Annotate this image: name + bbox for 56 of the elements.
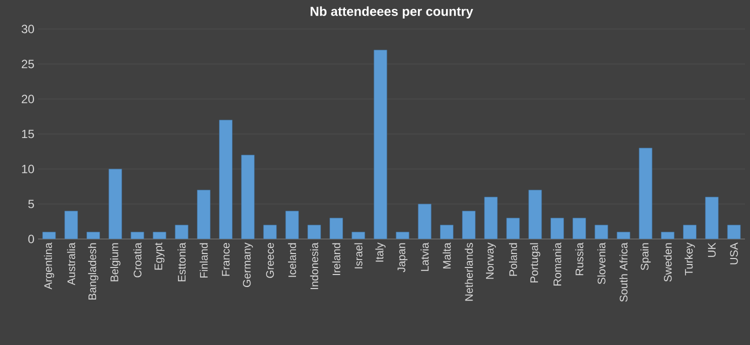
- bar: [285, 210, 299, 239]
- x-tick-label: Russia: [575, 242, 584, 276]
- x-tick-label: Sweden: [664, 243, 672, 282]
- x-tick-label: Norway: [486, 242, 496, 279]
- x-tick-label: Spain: [640, 243, 651, 270]
- x-tick-label: Portugal: [530, 243, 540, 282]
- y-tick-label: 15: [22, 130, 34, 138]
- x-tick-label: Israel: [354, 243, 362, 268]
- bar: [108, 168, 122, 239]
- x-tick-label: Germany: [242, 242, 253, 288]
- y-tick-label: 20: [22, 94, 34, 104]
- x-tick-label: Croatia: [133, 242, 142, 278]
- x-tick-label: Bangladesh: [88, 243, 98, 300]
- bar: [418, 204, 432, 239]
- bar: [550, 218, 564, 239]
- x-tick-label: Esttonia: [178, 242, 186, 282]
- x-tick-label: Indonesia: [310, 242, 318, 290]
- bar: [462, 210, 476, 239]
- x-tick-label: Greece: [266, 243, 274, 278]
- y-tick-label: 30: [22, 24, 34, 34]
- bar: [528, 190, 542, 239]
- x-tick-label: Australia: [67, 242, 76, 286]
- bar: [638, 148, 652, 239]
- x-tick-label: Slovenia: [597, 242, 606, 284]
- x-tick-label: Japan: [398, 243, 408, 272]
- x-tick-label: Latvia: [420, 242, 429, 271]
- x-tick-label: Poland: [509, 243, 518, 276]
- x-tick-label: Malta: [442, 242, 451, 268]
- bar: [241, 154, 255, 239]
- y-tick-label: 10: [22, 164, 34, 174]
- bar: [219, 120, 232, 239]
- chart-title: Nb attendeees per country: [310, 6, 474, 18]
- x-tick-label: Finland: [200, 243, 208, 278]
- x-tick-label: Egypt: [154, 242, 164, 270]
- y-tick-label: 25: [22, 60, 34, 68]
- x-tick-label: Romania: [553, 242, 562, 286]
- bar: [197, 190, 210, 239]
- x-tick-label: Iceland: [288, 243, 296, 277]
- x-tick-label: Argentina: [44, 242, 54, 290]
- bar: [64, 210, 78, 239]
- x-tick-label: UK: [708, 242, 716, 257]
- x-tick-label: Netherlands: [464, 242, 473, 301]
- bar: [705, 196, 719, 239]
- y-tick-label: 5: [28, 200, 34, 208]
- x-tick-label: South Africa: [619, 242, 628, 302]
- x-tick-label: France: [222, 243, 230, 276]
- y-tick-label: 0: [28, 234, 34, 244]
- bar: [374, 50, 388, 239]
- x-tick-label: USA: [730, 242, 738, 264]
- x-tick-label: Ireland: [332, 243, 340, 276]
- x-tick-label: Belgium: [110, 243, 120, 282]
- x-tick-label: Italy: [375, 242, 386, 262]
- bar: [572, 218, 586, 239]
- bar: [484, 196, 498, 239]
- x-tick-label: Turkey: [684, 242, 695, 276]
- bar: [330, 218, 343, 239]
